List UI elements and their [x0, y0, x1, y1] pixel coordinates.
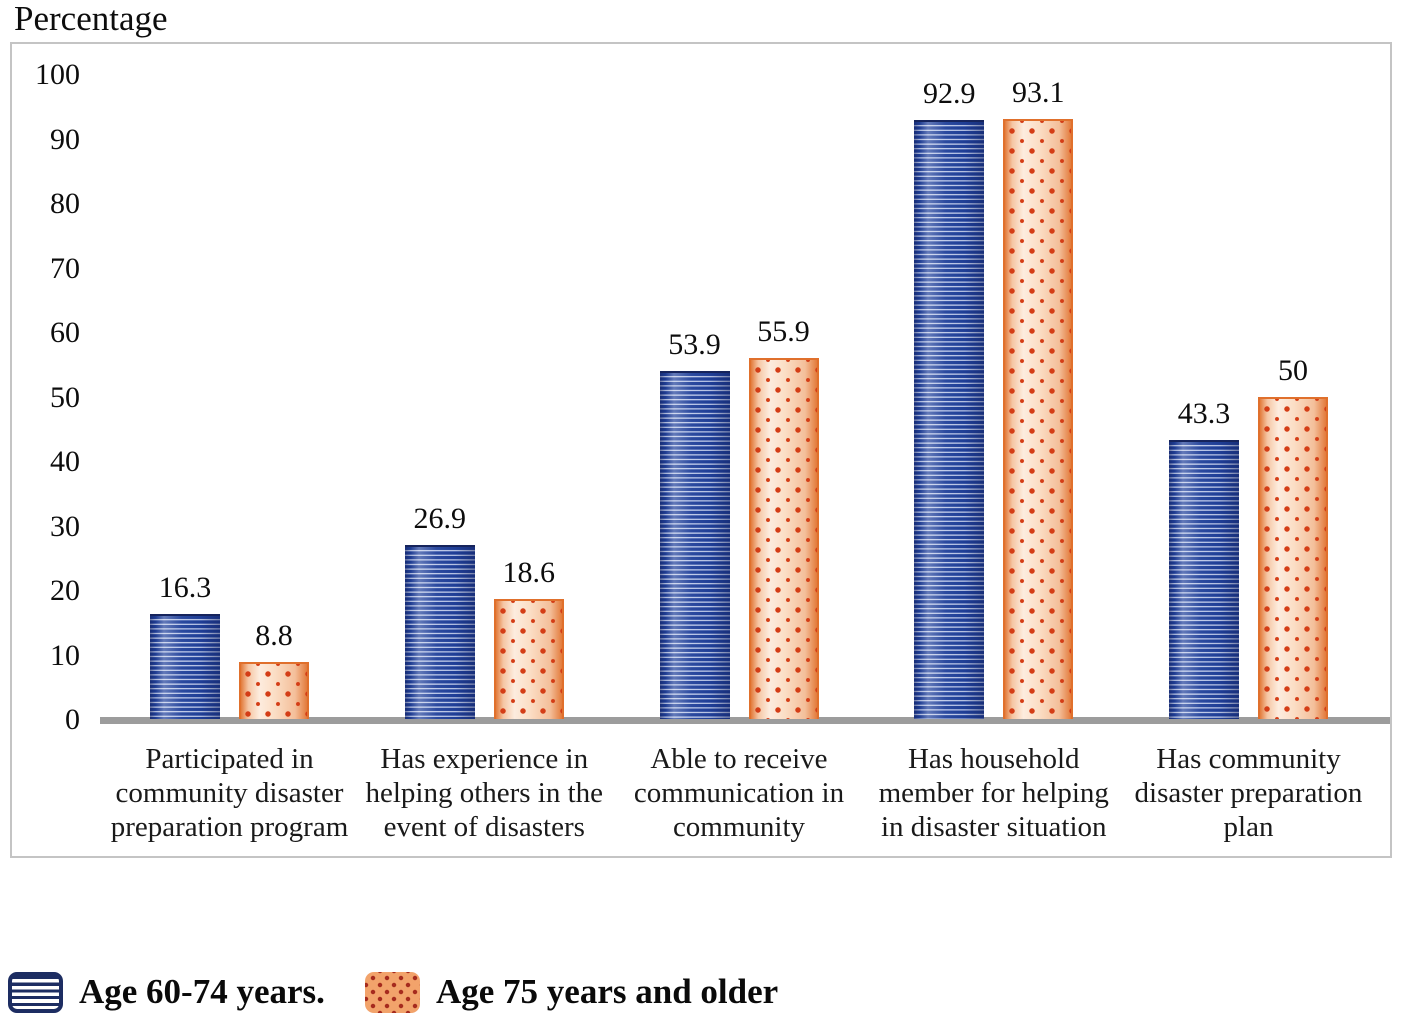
category-label: Able to receive communication in community	[633, 743, 845, 843]
bar-age-75-older	[1003, 118, 1074, 719]
legend-label-age-60-74: Age 60-74 years.	[79, 972, 325, 1011]
bar-age-60-74	[404, 545, 475, 719]
y-tick-label: 50	[50, 380, 80, 414]
y-tick-label: 80	[50, 187, 80, 220]
legend-item-age-75-older: Age 75 years and older	[365, 968, 778, 1016]
bar-value-label: 16.3	[158, 570, 212, 604]
category-label: Has experience in helping others in the ev…	[365, 743, 604, 843]
y-tick-label: 60	[50, 316, 80, 349]
category-label: Has community disaster preparation plan	[1134, 743, 1363, 843]
y-axis-title: Percentage	[14, 0, 168, 38]
legend-label-age-75-older: Age 75 years and older	[436, 972, 779, 1011]
bar-age-75-older	[748, 358, 819, 719]
bar-value-label: 53.9	[668, 328, 721, 362]
category-label: Participated in community disaster prepara…	[110, 743, 349, 843]
y-tick-label: 30	[50, 509, 80, 543]
y-tick-label: 0	[65, 703, 80, 736]
bar-value-label: 55.9	[757, 315, 810, 349]
legend-item-age-60-74: Age 60-74 years.	[8, 968, 325, 1016]
bar-age-60-74	[1169, 439, 1239, 719]
bar-value-label: 93.1	[1012, 75, 1065, 109]
bar-age-60-74	[659, 371, 730, 719]
y-tick-label: 10	[50, 638, 80, 672]
bar-value-label: 26.9	[413, 502, 467, 536]
bar-age-60-74	[914, 119, 985, 719]
bar-age-60-74	[150, 613, 220, 719]
y-tick-label: 100	[35, 58, 80, 91]
plot-box: 0 10 20 30 40 50 60 70 80 90 100 16.3 8.8 Participate…	[10, 42, 1392, 858]
bar-value-label: 50	[1278, 353, 1308, 387]
bar-age-75-older	[493, 599, 564, 719]
y-tick-label: 40	[50, 445, 80, 478]
bar-value-label: 8.8	[255, 619, 293, 653]
bar-value-label: 43.3	[1177, 396, 1231, 430]
bar-age-75-older	[1258, 396, 1328, 719]
bar-value-label: 18.6	[502, 556, 556, 590]
y-tick-label: 20	[50, 574, 80, 607]
legend-swatch-age-60-74-icon	[8, 971, 63, 1013]
legend-swatch-age-75-older-icon	[365, 971, 420, 1013]
legend: Age 60-74 years. Age 75 years and older	[0, 968, 1418, 1016]
bar-value-label: 92.9	[923, 76, 976, 110]
x-axis-line	[100, 717, 1390, 724]
y-tick-label: 90	[50, 122, 80, 156]
category-label: Has household member for helping in disast…	[878, 743, 1109, 843]
y-tick-label: 70	[50, 251, 80, 285]
bar-age-75-older	[239, 662, 309, 719]
